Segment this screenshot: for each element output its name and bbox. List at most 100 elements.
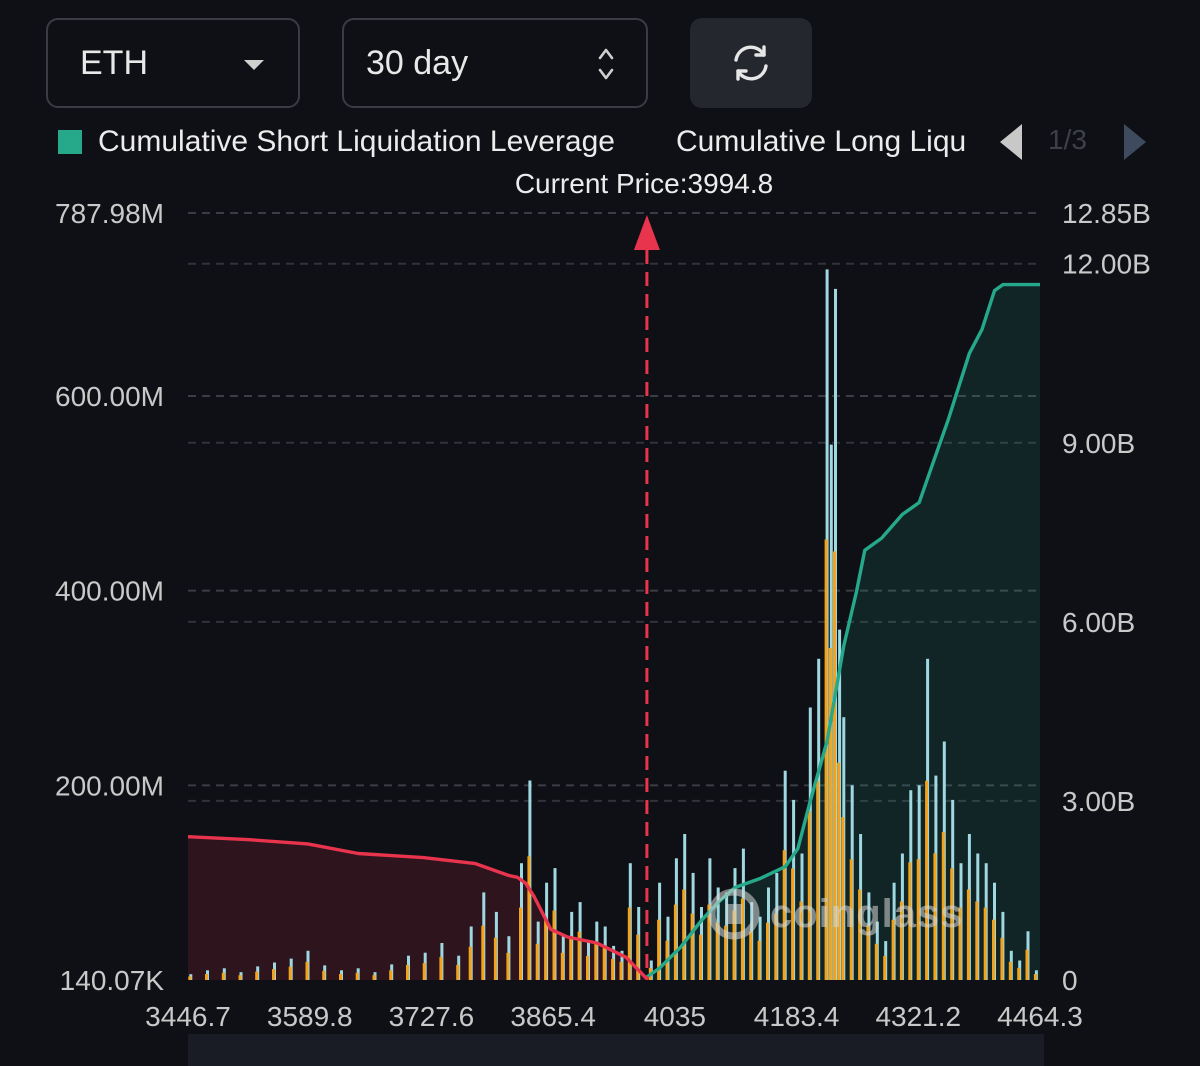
- bar-primary: [899, 901, 903, 980]
- bar-primary: [916, 859, 920, 980]
- bar-primary: [958, 907, 962, 980]
- x-tick-label: 4464.3: [997, 1001, 1083, 1032]
- long-cumulative-line: [187, 835, 649, 980]
- bar-primary: [619, 961, 623, 980]
- asset-select-value: ETH: [80, 43, 148, 82]
- bar-primary: [1025, 949, 1029, 980]
- bar-primary: [238, 975, 242, 980]
- y-right-tick-label: 0: [1062, 965, 1078, 996]
- bar-primary: [816, 780, 820, 980]
- bar-primary: [255, 971, 259, 980]
- bar-primary: [992, 919, 995, 980]
- watermark: coinglass: [706, 884, 964, 944]
- bar-primary: [1017, 967, 1021, 980]
- y-left-tick-label: 400.00M: [55, 576, 164, 607]
- bar-primary: [749, 931, 753, 980]
- x-tick-label: 4035: [644, 1001, 706, 1032]
- x-tick-label: 4183.4: [754, 1001, 840, 1032]
- bar-primary: [468, 946, 472, 980]
- y-right-tick-label: 12.85B: [1062, 198, 1151, 229]
- bar-primary: [837, 762, 841, 980]
- y-left-tick-label: 200.00M: [55, 770, 164, 801]
- legend-pager: 1/3: [996, 120, 1156, 164]
- bar-primary: [682, 889, 686, 980]
- chart-areas: [188, 284, 1040, 981]
- bar-primary: [791, 868, 795, 980]
- bar-primary: [577, 931, 581, 980]
- bar-primary: [560, 952, 564, 980]
- long-area: [188, 836, 647, 980]
- y-right-tick-label: 3.00B: [1062, 786, 1135, 817]
- refresh-button[interactable]: [690, 18, 812, 108]
- bar-primary: [657, 919, 661, 980]
- bar-primary: [724, 925, 728, 980]
- bar-primary: [774, 913, 778, 980]
- current-price-label: Current Price:3994.8: [515, 168, 773, 199]
- short-area: [646, 284, 1040, 981]
- bar-primary: [636, 934, 640, 980]
- bar-primary: [1008, 961, 1012, 980]
- bar-primary: [950, 868, 954, 980]
- legend-page-indicator: 1/3: [1048, 124, 1087, 155]
- bar-primary: [828, 648, 832, 980]
- bar-primary: [611, 958, 615, 980]
- y-right-tick-label: 6.00B: [1062, 607, 1135, 638]
- chart-zoom-slider[interactable]: [188, 1034, 1044, 1066]
- y-left-tick-label: 140.07K: [60, 965, 165, 996]
- bar-primary: [1033, 974, 1037, 980]
- bar-primary: [858, 889, 862, 980]
- bar-primary: [456, 964, 460, 980]
- bar-primary: [322, 970, 326, 980]
- legend-label-long: Cumulative Long Liquidation Leverage: [676, 125, 966, 158]
- y-right-tick-label: 9.00B: [1062, 428, 1135, 459]
- x-tick-label: 3727.6: [389, 1001, 475, 1032]
- next-page-icon[interactable]: [1122, 122, 1148, 162]
- bar-primary: [372, 975, 376, 980]
- bar-primary: [757, 940, 761, 980]
- bar-primary: [874, 943, 878, 980]
- prev-page-icon[interactable]: [998, 122, 1024, 162]
- bar-primary: [493, 937, 497, 980]
- bar-primary: [288, 966, 292, 980]
- legend-item-long[interactable]: Cumulative Long Liquidation Leverage: [660, 122, 966, 162]
- bar-primary: [891, 919, 895, 980]
- legend-item-short[interactable]: Cumulative Short Liquidation Leverage: [58, 122, 615, 162]
- y-left-tick-label: 787.98M: [55, 198, 164, 229]
- bar-primary: [586, 955, 589, 980]
- y-axis-left: 787.98M 600.00M 400.00M 200.00M 140.07K: [55, 198, 164, 996]
- updown-chevron-icon: [598, 48, 614, 80]
- bar-primary: [866, 925, 870, 980]
- bar-primary: [766, 922, 769, 980]
- bar-primary: [732, 910, 736, 980]
- bar-primary: [569, 937, 573, 980]
- bar-primary: [506, 952, 510, 980]
- bar-primary: [535, 943, 539, 980]
- bar-primary: [740, 898, 744, 980]
- bar-primary: [422, 963, 426, 980]
- bar-primary: [690, 913, 694, 980]
- bar-primary: [983, 907, 987, 980]
- current-price-arrow-icon: [633, 215, 660, 250]
- bar-primary: [355, 972, 359, 980]
- x-tick-label: 3865.4: [510, 1001, 596, 1032]
- bar-primary: [925, 780, 929, 980]
- bar-primary: [339, 974, 342, 980]
- legend-swatch-short: [58, 130, 82, 154]
- bar-primary: [807, 811, 811, 980]
- bar-primary: [439, 957, 443, 980]
- bar-primary: [841, 817, 845, 980]
- y-right-tick-label: 12.00B: [1062, 249, 1151, 280]
- bar-primary: [799, 901, 803, 980]
- coinglass-logo-icon: [708, 888, 760, 940]
- bar-primary: [305, 961, 309, 980]
- bar-primary: [833, 551, 836, 980]
- x-tick-label: 3589.8: [267, 1001, 353, 1032]
- caret-down-icon: [244, 60, 264, 70]
- bar-primary: [188, 976, 192, 980]
- bar-primary: [389, 970, 393, 980]
- bar-primary: [221, 972, 225, 980]
- bar-primary: [205, 974, 208, 980]
- range-select[interactable]: 30 day: [342, 18, 648, 108]
- bar-primary: [627, 907, 631, 980]
- asset-select[interactable]: ETH: [46, 18, 300, 108]
